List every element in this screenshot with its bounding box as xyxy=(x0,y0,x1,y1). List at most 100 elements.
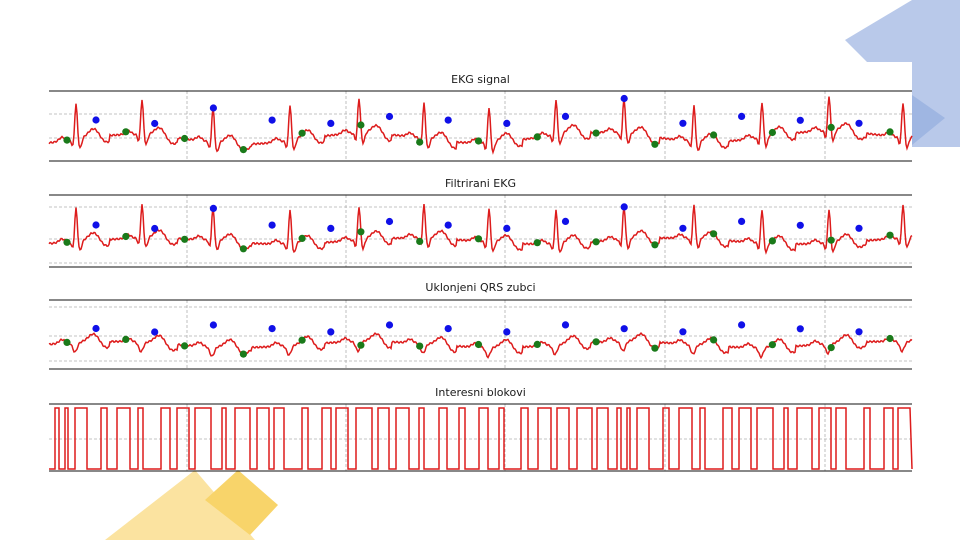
marker-green-point xyxy=(886,334,894,343)
decor-blue-diamond-small xyxy=(912,95,945,145)
signal-line xyxy=(48,204,913,255)
marker-blue-point xyxy=(796,116,804,124)
marker-green-point xyxy=(533,340,541,348)
chart-panel-1: EKG signal xyxy=(48,73,913,162)
marker-green-point xyxy=(827,123,835,131)
marker-blue-point xyxy=(92,116,100,124)
marker-green-point xyxy=(239,245,247,253)
marker-green-point xyxy=(181,134,189,143)
marker-green-point xyxy=(63,136,71,144)
marker-blue-point xyxy=(679,224,687,232)
marker-blue-point xyxy=(738,217,746,225)
marker-green-point xyxy=(416,138,424,146)
marker-blue-point xyxy=(268,221,276,229)
decor-yellow-diamond xyxy=(205,470,278,535)
marker-green-point xyxy=(710,336,718,344)
marker-blue-point xyxy=(561,217,570,225)
marker-green-point xyxy=(416,342,424,350)
marker-blue-point xyxy=(151,224,159,233)
marker-blue-point xyxy=(738,112,746,120)
chart-title: EKG signal xyxy=(451,73,510,86)
marker-blue-point xyxy=(268,116,276,124)
marker-green-point xyxy=(357,121,365,129)
marker-green-point xyxy=(827,344,835,352)
marker-green-point xyxy=(239,350,247,358)
marker-green-point xyxy=(122,128,130,136)
marker-green-point xyxy=(651,344,659,352)
marker-green-point xyxy=(710,131,718,139)
marker-blue-point xyxy=(503,328,511,336)
marker-blue-point xyxy=(503,119,511,127)
marker-blue-point xyxy=(92,324,100,333)
decor-blue-diamond-large xyxy=(845,0,960,110)
marker-green-point xyxy=(886,231,894,239)
marker-green-point xyxy=(122,232,130,241)
marker-green-point xyxy=(122,335,130,343)
marker-blue-point xyxy=(268,325,276,333)
marker-blue-point xyxy=(209,104,217,112)
decor-yellow-triangle xyxy=(105,470,255,540)
marker-green-point xyxy=(768,341,777,349)
marker-blue-point xyxy=(620,203,628,211)
marker-blue-point xyxy=(561,321,570,329)
decor-bottom-left xyxy=(105,470,278,540)
marker-blue-point xyxy=(385,112,394,121)
marker-green-point xyxy=(768,128,777,137)
marker-green-point xyxy=(298,129,306,137)
marker-green-point xyxy=(827,236,835,244)
marker-green-point xyxy=(181,342,189,350)
marker-blue-point xyxy=(444,325,452,333)
marker-green-point xyxy=(651,140,659,148)
marker-green-point xyxy=(357,341,365,349)
chart-panel-2: Filtrirani EKG xyxy=(48,177,913,268)
marker-green-point xyxy=(474,340,483,349)
marker-green-point xyxy=(592,338,600,346)
marker-blue-point xyxy=(327,328,335,336)
marker-blue-point xyxy=(796,221,804,229)
marker-green-point xyxy=(63,238,71,246)
marker-green-point xyxy=(533,239,541,247)
marker-green-point xyxy=(239,146,247,154)
marker-blue-point xyxy=(679,119,687,127)
marker-blue-point xyxy=(151,119,159,128)
marker-blue-point xyxy=(385,217,394,226)
chart-title: Interesni blokovi xyxy=(435,386,526,399)
marker-blue-point xyxy=(620,325,628,333)
marker-green-point xyxy=(416,237,424,245)
marker-green-point xyxy=(592,238,600,246)
chart-panel-3: Uklonjeni QRS zubci xyxy=(48,281,913,370)
marker-blue-point xyxy=(385,321,394,329)
marker-green-point xyxy=(592,129,600,137)
chart-panel-4: Interesni blokovi xyxy=(49,386,913,472)
marker-green-point xyxy=(63,338,71,346)
marker-green-point xyxy=(651,241,659,249)
marker-blue-point xyxy=(561,112,570,120)
marker-blue-point xyxy=(855,224,863,232)
marker-blue-point xyxy=(444,221,452,229)
marker-blue-point xyxy=(209,204,217,212)
marker-green-point xyxy=(474,137,483,145)
marker-blue-point xyxy=(151,328,159,336)
marker-green-point xyxy=(357,228,365,236)
chart-title: Uklonjeni QRS zubci xyxy=(425,281,535,294)
marker-blue-point xyxy=(855,119,863,127)
marker-blue-point xyxy=(92,221,100,229)
marker-blue-point xyxy=(327,119,335,127)
marker-green-point xyxy=(768,237,777,245)
marker-blue-point xyxy=(444,116,452,124)
marker-blue-point xyxy=(679,328,687,336)
marker-blue-point xyxy=(503,224,511,232)
chart-title: Filtrirani EKG xyxy=(445,177,516,190)
marker-green-point xyxy=(181,235,189,243)
marker-blue-point xyxy=(855,328,863,336)
marker-green-point xyxy=(298,336,306,344)
marker-green-point xyxy=(886,128,894,136)
marker-green-point xyxy=(710,230,718,238)
chart-panels: EKG signal Filtrirani EKG Uklonjeni QRS zu… xyxy=(48,73,913,472)
marker-blue-point xyxy=(620,94,628,103)
marker-green-point xyxy=(298,234,306,242)
marker-blue-point xyxy=(209,321,217,329)
marker-blue-point xyxy=(738,321,746,329)
marker-green-point xyxy=(474,235,483,243)
